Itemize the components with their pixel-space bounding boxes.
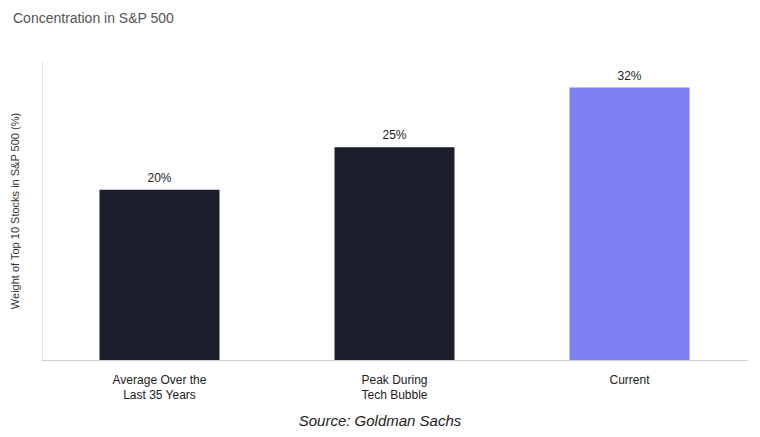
svg-text:Concentration in S&P 500: Concentration in S&P 500	[13, 10, 174, 26]
svg-text:Current: Current	[609, 373, 650, 387]
svg-text:32%: 32%	[617, 69, 641, 83]
svg-text:Last 35 Years: Last 35 Years	[123, 388, 196, 402]
svg-text:Tech Bubble: Tech Bubble	[361, 388, 427, 402]
svg-text:Weight of Top 10 Stocks in S&P: Weight of Top 10 Stocks in S&P 500 (%)	[9, 113, 21, 309]
svg-text:Source: Goldman Sachs: Source: Goldman Sachs	[299, 412, 462, 429]
svg-text:25%: 25%	[382, 128, 406, 142]
svg-text:Average Over the: Average Over the	[113, 373, 207, 387]
svg-text:Peak During: Peak During	[361, 373, 427, 387]
svg-text:20%: 20%	[147, 171, 171, 185]
